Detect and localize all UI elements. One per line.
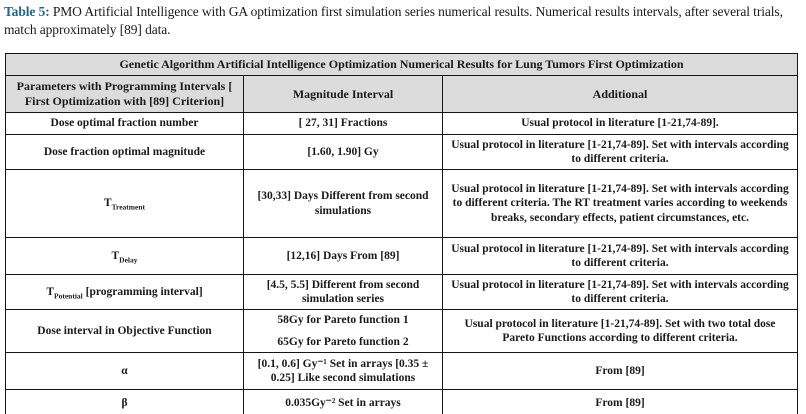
table-row-dose-interval-objective: Dose interval in Objective Function 58Gy… xyxy=(5,309,799,353)
magnitude-cell: [30,33] Days Different from second simul… xyxy=(243,169,443,238)
param-cell: Dose interval in Objective Function xyxy=(5,309,244,353)
param-text: α xyxy=(121,364,128,377)
param-text: β xyxy=(121,396,128,409)
additional-cell: Usual protocol in literature [1-21,74-89… xyxy=(441,309,799,353)
param-cell: α xyxy=(5,352,244,390)
param-text: T xyxy=(103,197,112,210)
magnitude-line-2: 65Gy for Pareto function 2 xyxy=(277,335,409,348)
magnitude-cell: 58Gy for Pareto function 1 65Gy for Pare… xyxy=(243,309,443,353)
param-subscript: Potential xyxy=(54,291,83,301)
param-cell: β xyxy=(5,389,244,414)
table-row-beta: β 0.035Gy⁻² Set in arrays From [89] xyxy=(5,389,799,414)
param-cell: Dose optimal fraction number xyxy=(5,112,244,135)
table-caption: Table 5: PMO Artificial Intelligence wit… xyxy=(4,3,801,39)
magnitude-cell: [4.5, 5.5] Different from second simulat… xyxy=(243,274,443,310)
param-subscript: Delay xyxy=(119,255,138,265)
param-cell: TPotential [programming interval] xyxy=(5,274,244,310)
param-cell: Dose fraction optimal magnitude xyxy=(5,134,244,170)
additional-cell: Usual protocol in literature [1-21,74-89… xyxy=(441,112,799,135)
param-text: T xyxy=(46,285,55,298)
table-row-alpha: α [0.1, 0.6] Gy⁻¹ Set in arrays [0.35 ± … xyxy=(5,352,799,390)
magnitude-line-1: 58Gy for Pareto function 1 xyxy=(277,314,409,326)
additional-cell: Usual protocol in literature [1-21,74-89… xyxy=(441,169,799,238)
caption-text: PMO Artificial Intelligence with GA opti… xyxy=(4,4,783,37)
magnitude-cell: [0.1, 0.6] Gy⁻¹ Set in arrays [0.35 ± 0.… xyxy=(243,352,443,390)
additional-cell: Usual protocol in literature [1-21,74-89… xyxy=(441,134,799,170)
additional-cell: From [89] xyxy=(441,352,799,390)
additional-cell: Usual protocol in literature [1-21,74-89… xyxy=(441,237,799,275)
column-header-row: Parameters with Programming Intervals [ … xyxy=(5,75,799,113)
table-title: Genetic Algorithm Artificial Intelligenc… xyxy=(4,53,799,76)
col-header-magnitude: Magnitude Interval xyxy=(243,75,443,113)
magnitude-cell: [ 27, 31] Fractions xyxy=(243,112,443,135)
col-header-additional: Additional xyxy=(441,75,799,113)
param-text: Dose fraction optimal magnitude xyxy=(43,145,206,158)
caption-label: Table 5: xyxy=(4,4,50,19)
table-row-t-treatment: TTreatment [30,33] Days Different from s… xyxy=(5,169,799,238)
magnitude-cell: [1.60, 1.90] Gy xyxy=(243,134,443,170)
param-text: Dose interval in Objective Function xyxy=(37,324,212,337)
col-header-parameters: Parameters with Programming Intervals [ … xyxy=(5,75,244,113)
param-text-after: [programming interval] xyxy=(82,285,203,298)
table-row-t-potential: TPotential [programming interval] [4.5, … xyxy=(5,274,799,310)
table-title-row: Genetic Algorithm Artificial Intelligenc… xyxy=(4,53,799,76)
table-row-dose-fraction-number: Dose optimal fraction number [ 27, 31] F… xyxy=(5,112,799,135)
table-row-dose-fraction-magnitude: Dose fraction optimal magnitude [1.60, 1… xyxy=(5,134,799,170)
magnitude-cell: 0.035Gy⁻² Set in arrays xyxy=(243,389,443,414)
param-subscript: Treatment xyxy=(111,202,146,212)
results-table: Genetic Algorithm Artificial Intelligenc… xyxy=(4,53,799,414)
param-text: Dose optimal fraction number xyxy=(50,117,199,130)
param-cell: TDelay xyxy=(5,237,244,275)
param-text: T xyxy=(111,249,120,262)
additional-cell: From [89] xyxy=(441,389,799,414)
param-cell: TTreatment xyxy=(5,169,244,238)
table-row-t-delay: TDelay [12,16] Days From [89] Usual prot… xyxy=(5,237,799,275)
magnitude-cell: [12,16] Days From [89] xyxy=(243,237,443,275)
page: Table 5: PMO Artificial Intelligence wit… xyxy=(0,3,806,414)
additional-cell: Usual protocol in literature [1-21,74-89… xyxy=(441,274,799,310)
